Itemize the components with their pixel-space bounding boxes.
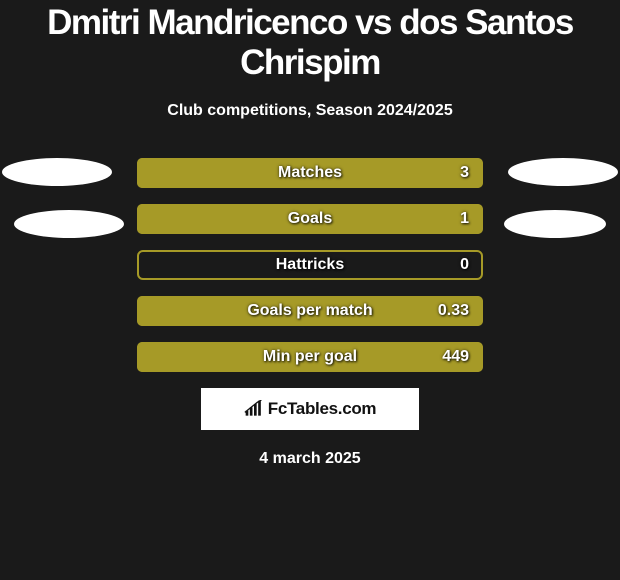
stat-value: 449 bbox=[442, 348, 469, 366]
player-left-ellipse-1 bbox=[2, 158, 112, 186]
stat-value: 0 bbox=[460, 256, 469, 274]
stat-label: Hattricks bbox=[137, 256, 483, 274]
stat-label: Goals per match bbox=[137, 302, 483, 320]
logo-text: FcTables.com bbox=[268, 399, 377, 419]
stat-row: Goals per match0.33 bbox=[137, 296, 483, 326]
stats-comparison-card: Dmitri Mandricenco vs dos Santos Chrispi… bbox=[0, 0, 620, 580]
player-right-ellipse-2 bbox=[504, 210, 606, 238]
stat-value: 0.33 bbox=[438, 302, 469, 320]
stat-bars: Matches3Goals1Hattricks0Goals per match0… bbox=[137, 158, 483, 372]
stat-value: 1 bbox=[460, 210, 469, 228]
footer-date: 4 march 2025 bbox=[0, 450, 620, 468]
page-title: Dmitri Mandricenco vs dos Santos Chrispi… bbox=[0, 0, 620, 84]
stats-area: Matches3Goals1Hattricks0Goals per match0… bbox=[0, 158, 620, 372]
stat-row: Min per goal449 bbox=[137, 342, 483, 372]
player-right-ellipse-1 bbox=[508, 158, 618, 186]
stat-label: Matches bbox=[137, 164, 483, 182]
stat-row: Goals1 bbox=[137, 204, 483, 234]
player-left-ellipse-2 bbox=[14, 210, 124, 238]
logo-box: FcTables.com bbox=[201, 388, 419, 430]
logo: FcTables.com bbox=[244, 399, 377, 419]
stat-label: Min per goal bbox=[137, 348, 483, 366]
stat-value: 3 bbox=[460, 164, 469, 182]
stat-row: Hattricks0 bbox=[137, 250, 483, 280]
stat-label: Goals bbox=[137, 210, 483, 228]
stat-row: Matches3 bbox=[137, 158, 483, 188]
subtitle: Club competitions, Season 2024/2025 bbox=[0, 102, 620, 120]
bar-chart-icon bbox=[244, 400, 264, 418]
